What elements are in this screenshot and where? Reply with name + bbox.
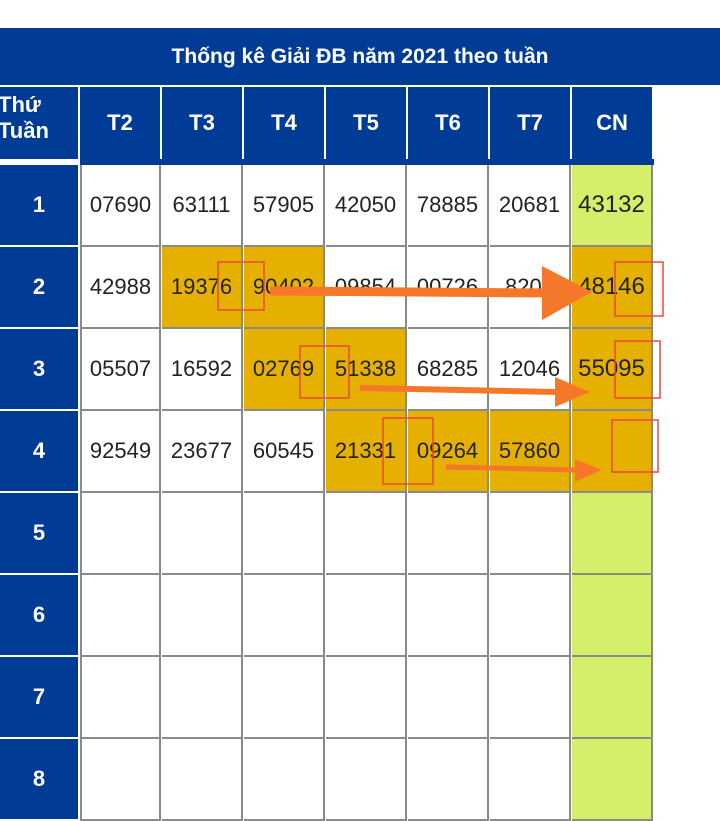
column-header-t2: T2 <box>80 87 160 159</box>
result-cell: 42050 <box>326 165 407 247</box>
week-label-5: 5 <box>0 493 78 573</box>
result-cell: 05507 <box>80 329 161 411</box>
result-cell <box>326 493 407 575</box>
result-cell: 48146 <box>572 247 653 329</box>
result-cell <box>572 575 653 657</box>
result-cell: 92549 <box>80 411 161 493</box>
column-header-cn: CN <box>572 87 652 159</box>
table-title: Thống kê Giải ĐB năm 2021 theo tuần <box>0 28 720 85</box>
week-label-2: 2 <box>0 247 78 327</box>
result-cell: 43132 <box>572 165 653 247</box>
result-cell <box>244 493 325 575</box>
result-cell <box>162 575 243 657</box>
result-cell: 23677 <box>162 411 243 493</box>
week-label-3: 3 <box>0 329 78 409</box>
corner-day-label: Thứ <box>0 92 41 117</box>
week-label-1: 1 <box>0 165 78 245</box>
result-cell <box>80 493 161 575</box>
corner-week-label: Tuần <box>0 118 49 143</box>
result-cell: 90402 <box>244 247 325 329</box>
result-cell: 57905 <box>244 165 325 247</box>
result-cell: 51338 <box>326 329 407 411</box>
result-cell: 02769 <box>244 329 325 411</box>
result-cell: 8206 <box>490 247 571 329</box>
result-cell: 12046 <box>490 329 571 411</box>
header-underline <box>80 159 654 165</box>
column-header-t7: T7 <box>490 87 570 159</box>
result-cell: 68285 <box>408 329 489 411</box>
column-header-t6: T6 <box>408 87 488 159</box>
result-cell: 07690 <box>80 165 161 247</box>
week-label-6: 6 <box>0 575 78 655</box>
result-cell: 63111 <box>162 165 243 247</box>
result-cell: 00726 <box>408 247 489 329</box>
week-label-7: 7 <box>0 657 78 737</box>
result-cell <box>490 493 571 575</box>
result-cell <box>572 657 653 739</box>
result-cell: 55095 <box>572 329 653 411</box>
result-cell: 21331 <box>326 411 407 493</box>
result-cell <box>572 493 653 575</box>
result-cell <box>490 575 571 657</box>
result-cell <box>162 739 243 821</box>
column-header-t3: T3 <box>162 87 242 159</box>
result-cell: 09264 <box>408 411 489 493</box>
result-cell <box>326 575 407 657</box>
column-header-t4: T4 <box>244 87 324 159</box>
result-cell <box>244 575 325 657</box>
result-cell <box>408 575 489 657</box>
result-cell <box>408 657 489 739</box>
result-cell <box>162 657 243 739</box>
week-label-8: 8 <box>0 739 78 819</box>
result-cell: 57860 <box>490 411 571 493</box>
result-cell: 16592 <box>162 329 243 411</box>
result-cell <box>408 493 489 575</box>
result-cell: 60545 <box>244 411 325 493</box>
result-cell <box>490 657 571 739</box>
result-cell: 09854 <box>326 247 407 329</box>
result-cell: 19376 <box>162 247 243 329</box>
result-cell <box>162 493 243 575</box>
column-header-t5: T5 <box>326 87 406 159</box>
result-cell <box>326 657 407 739</box>
result-cell <box>572 411 653 493</box>
result-cell: 20681 <box>490 165 571 247</box>
result-cell: 42988 <box>80 247 161 329</box>
result-cell <box>244 739 325 821</box>
week-label-4: 4 <box>0 411 78 491</box>
corner-header: Thứ Tuần <box>0 87 78 159</box>
result-cell <box>80 575 161 657</box>
result-cell <box>80 657 161 739</box>
result-cell: 78885 <box>408 165 489 247</box>
result-cell <box>244 657 325 739</box>
